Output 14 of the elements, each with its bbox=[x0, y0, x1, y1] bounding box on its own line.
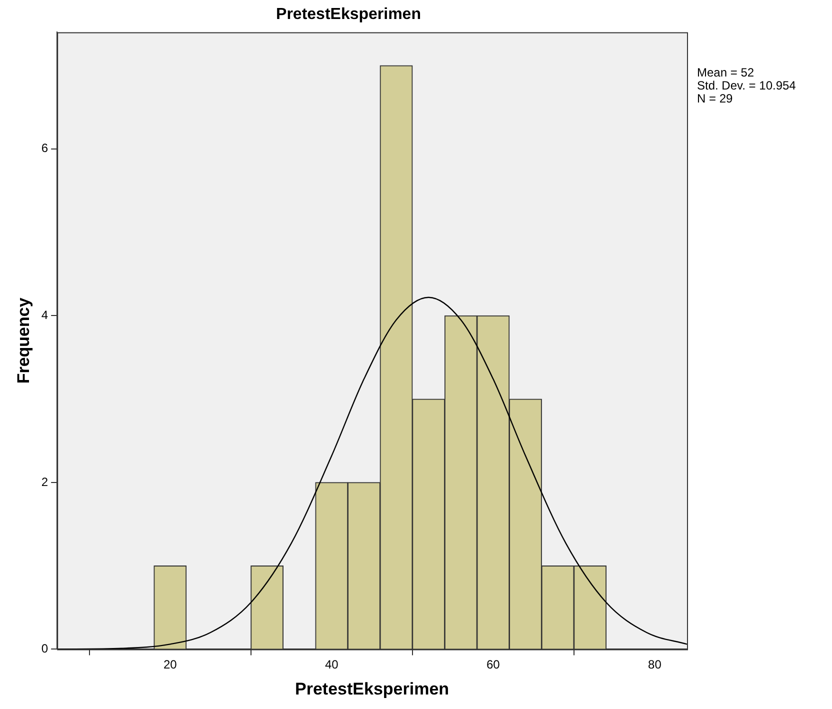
chart-title: PretestEksperimen bbox=[276, 6, 421, 24]
x-axis-title: PretestEksperimen bbox=[295, 679, 450, 698]
x-tick-label: 80 bbox=[648, 658, 662, 672]
y-tick-label: 2 bbox=[41, 474, 48, 489]
x-tick-label: 20 bbox=[163, 658, 178, 672]
x-tick-label: 40 bbox=[324, 658, 339, 672]
y-tick-label: 0 bbox=[41, 642, 48, 656]
y-tick-label: 6 bbox=[41, 141, 48, 156]
text: N = 29 bbox=[697, 92, 734, 106]
x-tick-label: 60 bbox=[486, 658, 500, 672]
y-axis-title: Frequency bbox=[14, 297, 33, 384]
text: Mean = 52 bbox=[697, 66, 754, 80]
text: Std. Dev. = 10.954 bbox=[697, 78, 796, 93]
y-tick-label: 4 bbox=[41, 308, 48, 322]
